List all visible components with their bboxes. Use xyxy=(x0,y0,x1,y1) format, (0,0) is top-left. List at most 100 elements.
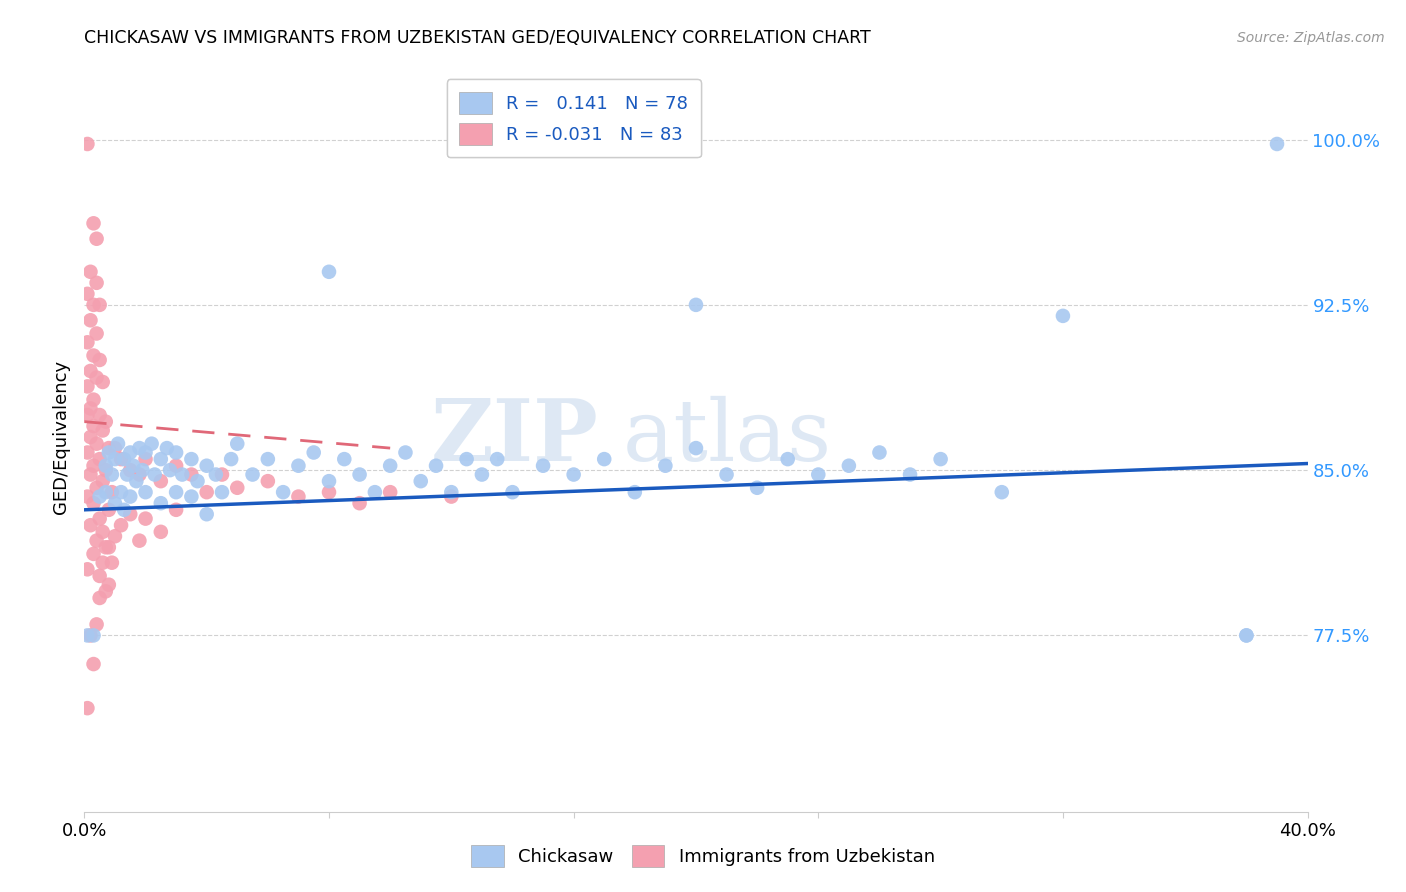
Point xyxy=(287,458,309,473)
Point xyxy=(86,533,108,548)
Point xyxy=(143,467,166,482)
Point xyxy=(86,436,108,450)
Point xyxy=(101,467,124,482)
Point xyxy=(242,467,264,482)
Point xyxy=(776,452,799,467)
Point xyxy=(76,379,98,393)
Text: Source: ZipAtlas.com: Source: ZipAtlas.com xyxy=(1237,31,1385,45)
Point xyxy=(747,481,769,495)
Point xyxy=(115,467,138,482)
Point xyxy=(94,463,117,477)
Point xyxy=(83,419,105,434)
Point xyxy=(76,286,98,301)
Point xyxy=(76,490,98,504)
Point xyxy=(425,458,447,473)
Point xyxy=(502,485,524,500)
Point xyxy=(172,467,194,482)
Point xyxy=(318,485,340,500)
Point xyxy=(562,467,585,482)
Point xyxy=(83,298,105,312)
Point xyxy=(94,415,117,429)
Point xyxy=(94,485,117,500)
Point xyxy=(165,445,187,459)
Point xyxy=(1236,628,1258,642)
Point xyxy=(257,474,280,488)
Point xyxy=(380,458,402,473)
Point xyxy=(97,541,120,555)
Point xyxy=(76,445,98,459)
Point xyxy=(318,265,340,279)
Point xyxy=(471,467,494,482)
Point xyxy=(195,458,218,473)
Point xyxy=(211,485,233,500)
Point xyxy=(76,628,98,642)
Point xyxy=(131,463,153,477)
Point xyxy=(76,408,98,422)
Point xyxy=(456,452,478,467)
Point xyxy=(89,452,111,467)
Point xyxy=(149,452,172,467)
Point xyxy=(141,436,163,450)
Point xyxy=(97,441,120,455)
Point xyxy=(531,458,554,473)
Point xyxy=(149,524,172,539)
Point xyxy=(86,276,108,290)
Point xyxy=(89,408,111,422)
Point xyxy=(83,216,105,230)
Point xyxy=(120,490,142,504)
Point xyxy=(929,452,952,467)
Point xyxy=(79,265,101,279)
Point xyxy=(180,490,202,504)
Point xyxy=(91,424,114,438)
Point xyxy=(83,657,105,671)
Point xyxy=(97,578,120,592)
Point xyxy=(211,467,233,482)
Point xyxy=(149,496,172,510)
Point xyxy=(1265,136,1288,151)
Point xyxy=(349,467,371,482)
Point xyxy=(333,452,356,467)
Point xyxy=(86,326,108,341)
Point xyxy=(165,503,187,517)
Point xyxy=(159,463,181,477)
Point xyxy=(79,401,101,416)
Point xyxy=(125,474,148,488)
Point xyxy=(128,441,150,455)
Point xyxy=(101,485,124,500)
Point xyxy=(122,458,145,473)
Point xyxy=(94,458,117,473)
Point xyxy=(76,562,98,576)
Point xyxy=(104,452,127,467)
Point xyxy=(91,474,114,488)
Point xyxy=(89,298,111,312)
Point xyxy=(120,445,142,459)
Point xyxy=(349,496,371,510)
Point xyxy=(1052,309,1074,323)
Point xyxy=(195,507,218,521)
Point xyxy=(287,490,309,504)
Point xyxy=(86,617,108,632)
Point xyxy=(205,467,228,482)
Point xyxy=(135,445,157,459)
Point xyxy=(89,569,111,583)
Point xyxy=(128,533,150,548)
Text: ZIP: ZIP xyxy=(430,395,598,479)
Point xyxy=(83,458,105,473)
Y-axis label: GED/Equivalency: GED/Equivalency xyxy=(52,360,70,514)
Point xyxy=(226,481,249,495)
Point xyxy=(219,452,242,467)
Point xyxy=(120,507,142,521)
Point xyxy=(94,584,117,599)
Point xyxy=(101,556,124,570)
Point xyxy=(364,485,387,500)
Point xyxy=(135,511,157,525)
Point xyxy=(180,452,202,467)
Point xyxy=(110,452,132,467)
Point xyxy=(128,467,150,482)
Point xyxy=(83,496,105,510)
Point xyxy=(86,481,108,495)
Point xyxy=(79,430,101,444)
Text: atlas: atlas xyxy=(623,395,832,479)
Point xyxy=(79,628,101,642)
Point xyxy=(394,445,416,459)
